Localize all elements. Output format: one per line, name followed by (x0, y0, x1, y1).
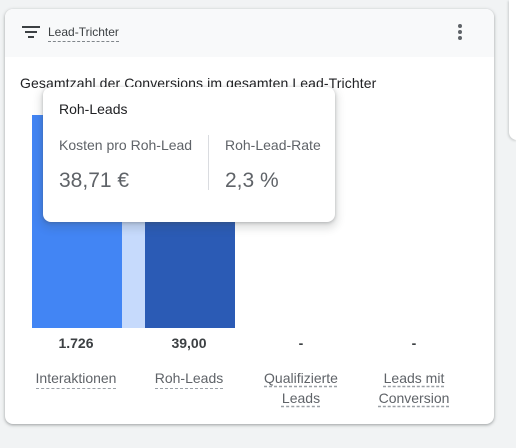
tooltip-divider (208, 135, 209, 190)
stage-value: 1.726 (58, 335, 94, 351)
stage-label[interactable]: Roh-Leads (154, 368, 224, 389)
card-header: Lead-Trichter (5, 9, 494, 57)
stage-value: 39,00 (171, 335, 207, 351)
filter-icon (22, 26, 40, 38)
metric-label: Roh-Lead-Rate (225, 137, 321, 153)
metric-value: 38,71 € (59, 169, 130, 192)
more-vert-icon[interactable] (451, 22, 469, 44)
card-title[interactable]: Lead-Trichter (48, 25, 119, 42)
stage-roh-leads: 39,00 Roh-Leads (129, 333, 249, 389)
stage-label[interactable]: Leads mit Conversion (378, 370, 450, 406)
tooltip: Roh-Leads Kosten pro Roh-Lead 38,71 € Ro… (43, 87, 335, 222)
funnel-bar-2[interactable] (145, 208, 235, 328)
stage-label[interactable]: Qualifizierte Leads (264, 370, 338, 406)
stage-interaktionen: 1.726 Interaktionen (16, 333, 136, 389)
stage-label[interactable]: Interaktionen (35, 368, 117, 389)
adjacent-card-edge (509, 0, 516, 140)
tooltip-metric-cost: Kosten pro Roh-Lead 38,71 € (59, 136, 192, 194)
metric-label: Kosten pro Roh-Lead (59, 137, 193, 153)
stage-qualifizierte-leads: - Qualifizierte Leads (241, 333, 361, 408)
funnel-connector (122, 208, 145, 328)
stage-value: - (298, 335, 304, 351)
stage-value: - (411, 335, 417, 351)
tooltip-metric-rate: Roh-Lead-Rate 2,3 % (225, 136, 321, 194)
metric-value: 2,3 % (225, 169, 279, 192)
tooltip-title: Roh-Leads (59, 101, 128, 117)
lead-funnel-card: Lead-Trichter Gesamtzahl der Conversions… (5, 9, 494, 424)
stage-leads-mit-conversion: - Leads mit Conversion (354, 333, 474, 408)
